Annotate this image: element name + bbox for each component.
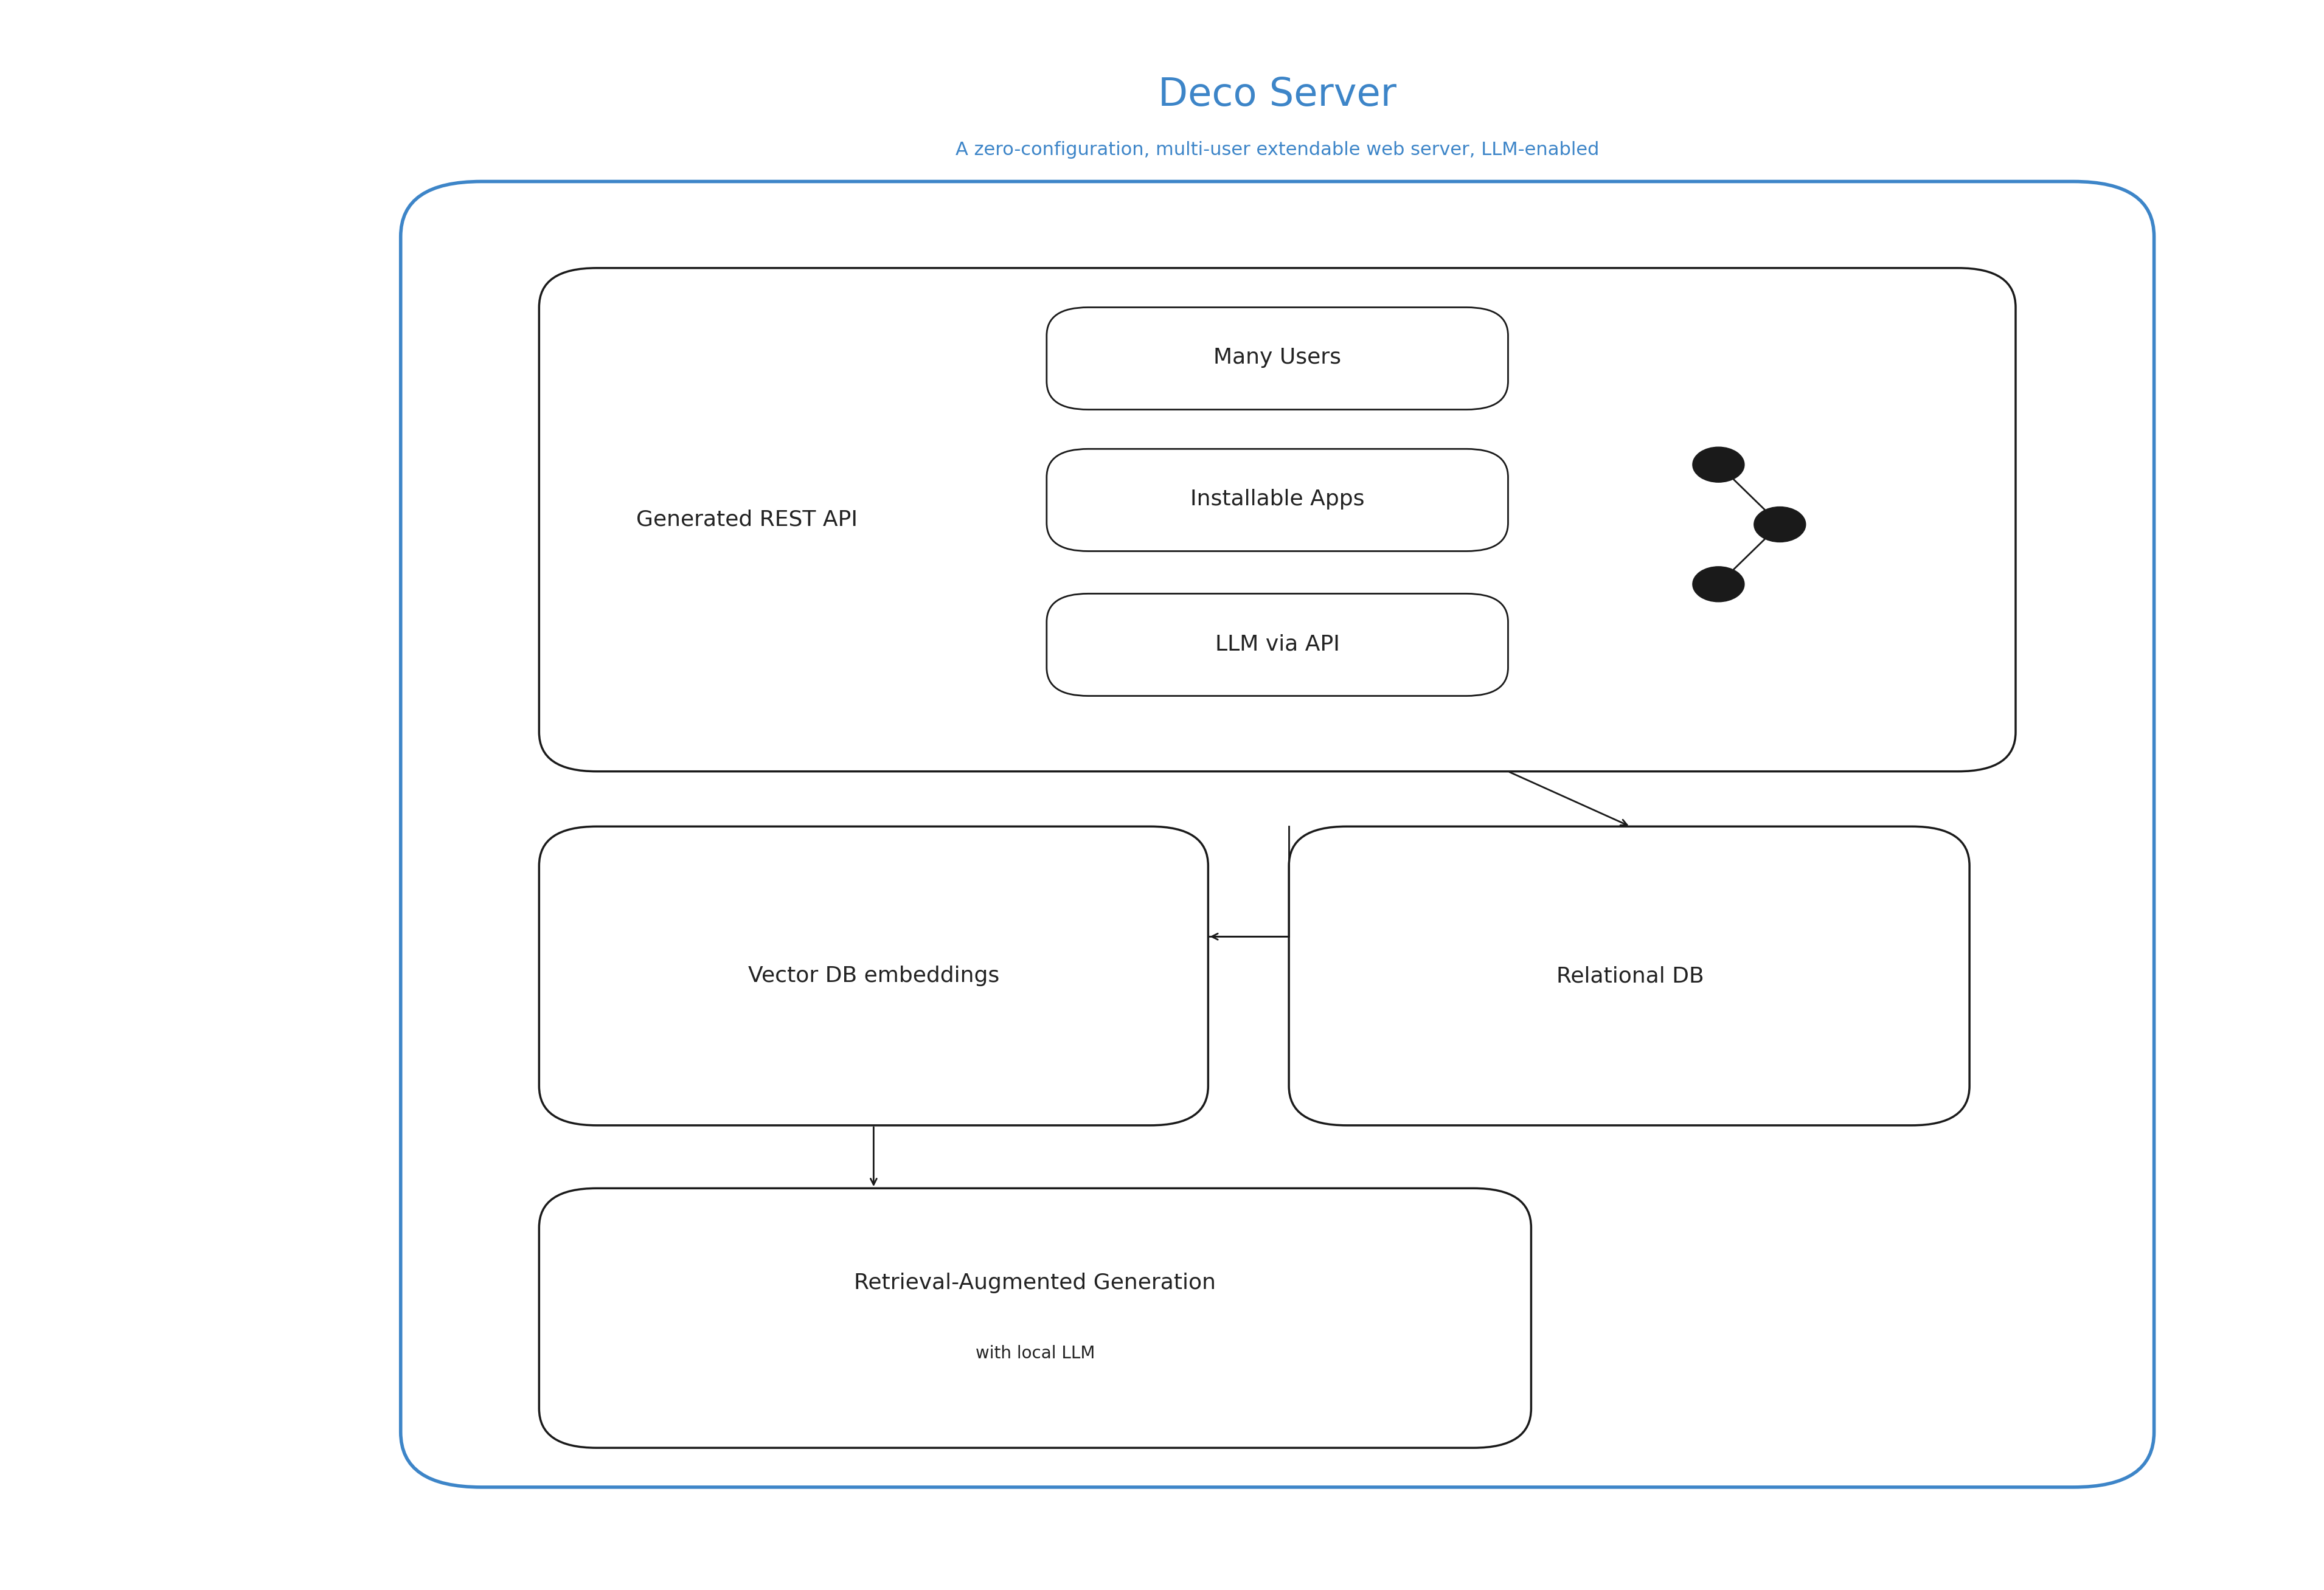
FancyBboxPatch shape xyxy=(539,269,2015,771)
Circle shape xyxy=(1692,566,1745,603)
FancyBboxPatch shape xyxy=(539,1188,1532,1448)
FancyBboxPatch shape xyxy=(539,827,1208,1126)
Circle shape xyxy=(1692,447,1745,482)
Text: Many Users: Many Users xyxy=(1213,347,1341,367)
Text: Relational DB: Relational DB xyxy=(1557,965,1703,986)
Text: Installable Apps: Installable Apps xyxy=(1190,488,1364,509)
FancyBboxPatch shape xyxy=(1046,448,1508,552)
FancyBboxPatch shape xyxy=(1046,307,1508,410)
Text: with local LLM: with local LLM xyxy=(976,1345,1095,1363)
FancyBboxPatch shape xyxy=(1046,593,1508,696)
Text: Retrieval-Augmented Generation: Retrieval-Augmented Generation xyxy=(855,1272,1215,1293)
Text: Generated REST API: Generated REST API xyxy=(637,509,858,529)
Text: A zero-configuration, multi-user extendable web server, LLM-enabled: A zero-configuration, multi-user extenda… xyxy=(955,142,1599,159)
Circle shape xyxy=(1755,507,1806,542)
Text: Vector DB embeddings: Vector DB embeddings xyxy=(748,965,999,986)
FancyBboxPatch shape xyxy=(400,181,2154,1487)
Text: LLM via API: LLM via API xyxy=(1215,634,1339,655)
FancyBboxPatch shape xyxy=(1290,827,1968,1126)
Text: Deco Server: Deco Server xyxy=(1157,76,1397,114)
